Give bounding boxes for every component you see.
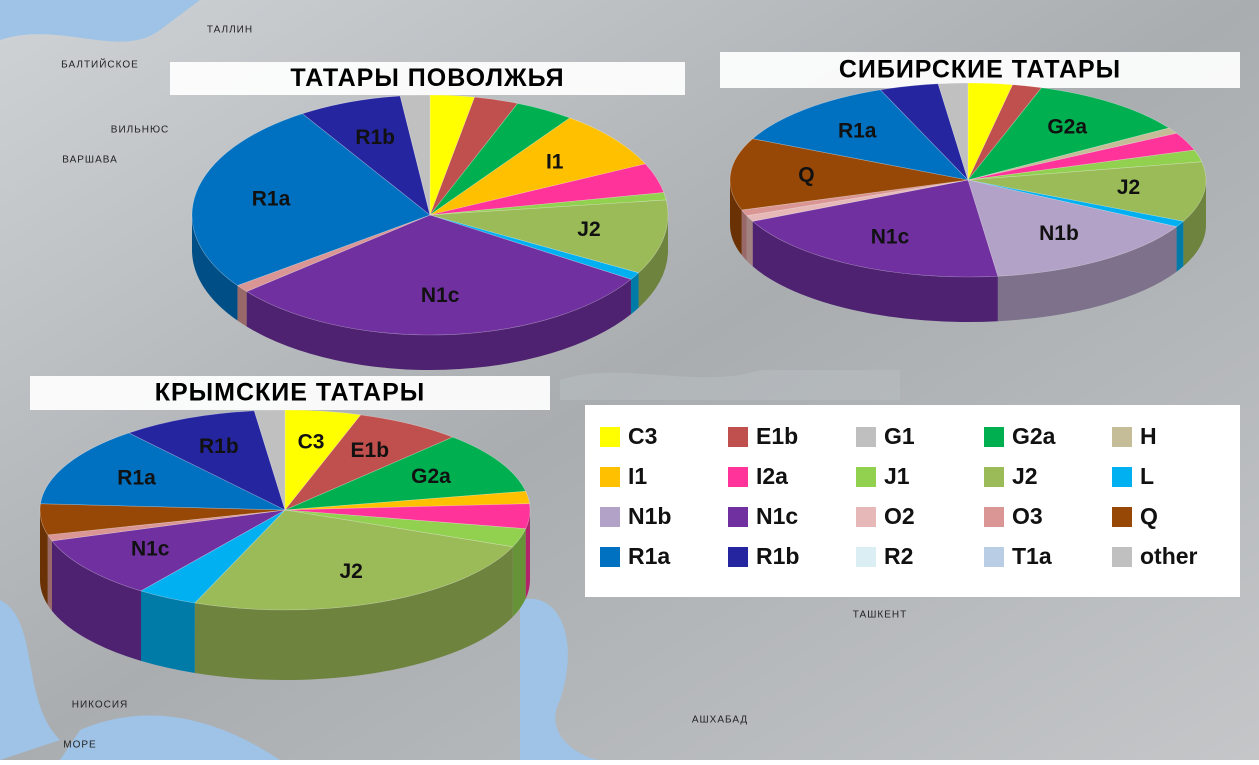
legend-label: G2a: [1012, 423, 1056, 449]
chart-title: СИБИРСКИЕ ТАТАРЫ: [839, 56, 1121, 84]
legend-label: O2: [884, 503, 915, 529]
legend-label: J2: [1012, 463, 1038, 489]
legend-label: R1a: [628, 543, 670, 569]
legend-swatch: [984, 507, 1004, 527]
legend-label: H: [1140, 423, 1157, 449]
legend-swatch: [1112, 467, 1132, 487]
slice-side: [747, 216, 753, 267]
slice-label: N1c: [871, 225, 910, 248]
legend-label: G1: [884, 423, 915, 449]
slice-label: J2: [577, 218, 600, 241]
legend-swatch: [984, 547, 1004, 567]
slice-label: R1b: [199, 435, 239, 458]
legend-label: E1b: [756, 423, 798, 449]
legend-label: N1b: [628, 503, 671, 529]
legend-swatch: [984, 467, 1004, 487]
legend-label: I2a: [756, 463, 788, 489]
chart: ТАЛЛИН БАЛТИЙСКОЕ ВИЛЬНЮС ВАРШАВА НИКОСИЯ МОР…: [0, 0, 1259, 760]
legend-label: Q: [1140, 503, 1158, 529]
legend-swatch: [728, 507, 748, 527]
map-label: ТАШКЕНТ: [853, 610, 907, 621]
slice-side: [631, 273, 639, 314]
slice-side: [1177, 221, 1184, 271]
slice-label: R1a: [252, 187, 291, 210]
slice-side: [48, 535, 52, 611]
legend-label: N1c: [756, 503, 798, 529]
slice-label: Q: [798, 163, 814, 186]
slice-label: I1: [546, 151, 564, 174]
legend-label: O3: [1012, 503, 1043, 529]
legend-swatch: [600, 427, 620, 447]
chart-title: ТАТАРЫ ПОВОЛЖЬЯ: [290, 64, 564, 92]
legend-label: C3: [628, 423, 657, 449]
slice-label: N1b: [1039, 222, 1079, 245]
slice-side: [742, 210, 747, 261]
legend-swatch: [600, 507, 620, 527]
slice-label: R1b: [355, 126, 395, 149]
legend-swatch: [600, 547, 620, 567]
chart-title: КРЫМСКИЕ ТАТАРЫ: [155, 379, 426, 407]
legend-label: R1b: [756, 543, 799, 569]
slice-label: G2a: [411, 465, 451, 488]
slice-side: [237, 286, 246, 327]
map-label: АШХАБАД: [692, 715, 748, 726]
legend-swatch: [728, 467, 748, 487]
legend-swatch: [1112, 427, 1132, 447]
legend-label: R2: [884, 543, 913, 569]
slice-label: J2: [339, 560, 362, 583]
legend-label: I1: [628, 463, 647, 489]
slice-label: N1c: [131, 538, 170, 561]
legend-swatch: [856, 427, 876, 447]
map-label: ВИЛЬНЮС: [111, 125, 169, 136]
slice-label: R1a: [117, 467, 156, 490]
map-label: ВАРШАВА: [62, 155, 118, 166]
legend-swatch: [856, 467, 876, 487]
legend-swatch: [728, 547, 748, 567]
slice-label: R1a: [838, 119, 877, 142]
legend-swatch: [1112, 507, 1132, 527]
map-label: БАЛТИЙСКОЕ: [61, 58, 139, 71]
map-label: ТАЛЛИН: [207, 25, 253, 36]
legend-swatch: [856, 507, 876, 527]
legend-label: other: [1140, 543, 1198, 569]
slice-label: G2a: [1047, 115, 1087, 138]
slice-side: [141, 591, 195, 673]
slice-label: N1c: [421, 284, 460, 307]
slice-label: J2: [1117, 176, 1140, 199]
legend-swatch: [1112, 547, 1132, 567]
legend-swatch: [728, 427, 748, 447]
map-label: НИКОСИЯ: [72, 700, 129, 711]
legend-label: T1a: [1012, 543, 1052, 569]
legend-swatch: [600, 467, 620, 487]
legend-swatch: [984, 427, 1004, 447]
legend-swatch: [856, 547, 876, 567]
legend-label: J1: [884, 463, 910, 489]
slice-label: E1b: [351, 439, 390, 462]
map-label: МОРЕ: [63, 740, 96, 751]
slice-label: C3: [298, 430, 325, 453]
legend-label: L: [1140, 463, 1154, 489]
